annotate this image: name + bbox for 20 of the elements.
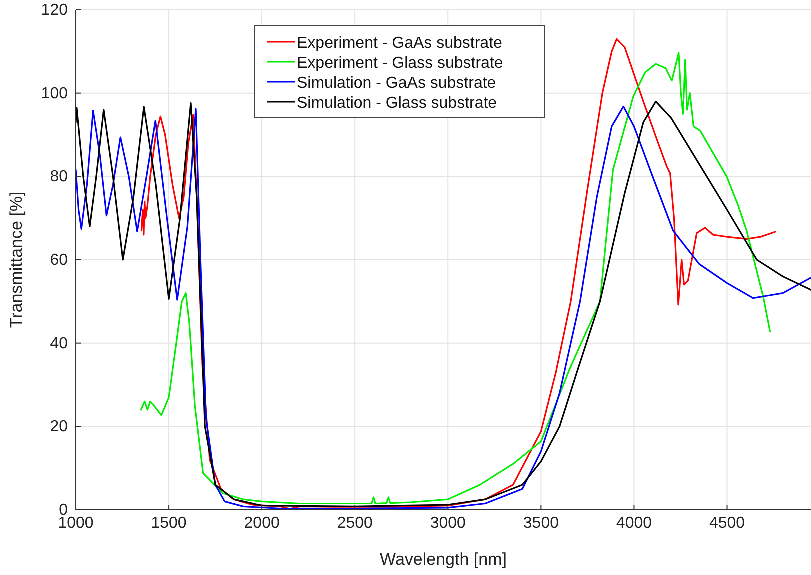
- y-tick-label: 40: [50, 335, 68, 352]
- y-tick-label: 60: [50, 252, 68, 269]
- legend-label: Experiment - Glass substrate: [297, 55, 504, 72]
- x-tick-label: 3500: [523, 515, 560, 532]
- y-axis-title: Transmittance [%]: [7, 192, 26, 328]
- x-tick-label: 4500: [709, 515, 746, 532]
- y-tick-label: 100: [41, 85, 68, 102]
- legend-label: Experiment - GaAs substrate: [297, 35, 503, 52]
- y-tick-label: 20: [50, 418, 68, 436]
- x-tick-label: 2000: [244, 515, 280, 532]
- x-axis-title: Wavelength [nm]: [380, 550, 507, 569]
- x-tick-label: 2500: [337, 515, 374, 532]
- x-tick-label: 4000: [616, 515, 652, 532]
- y-tick-label: 80: [50, 168, 68, 186]
- x-tick-label: 1500: [151, 515, 187, 532]
- y-tick-label: 120: [41, 2, 68, 19]
- x-tick-label: 3000: [430, 515, 466, 532]
- legend-label: Simulation - GaAs substrate: [297, 75, 496, 92]
- x-tick-label: 1000: [58, 515, 94, 532]
- legend-label: Simulation - Glass substrate: [297, 95, 498, 112]
